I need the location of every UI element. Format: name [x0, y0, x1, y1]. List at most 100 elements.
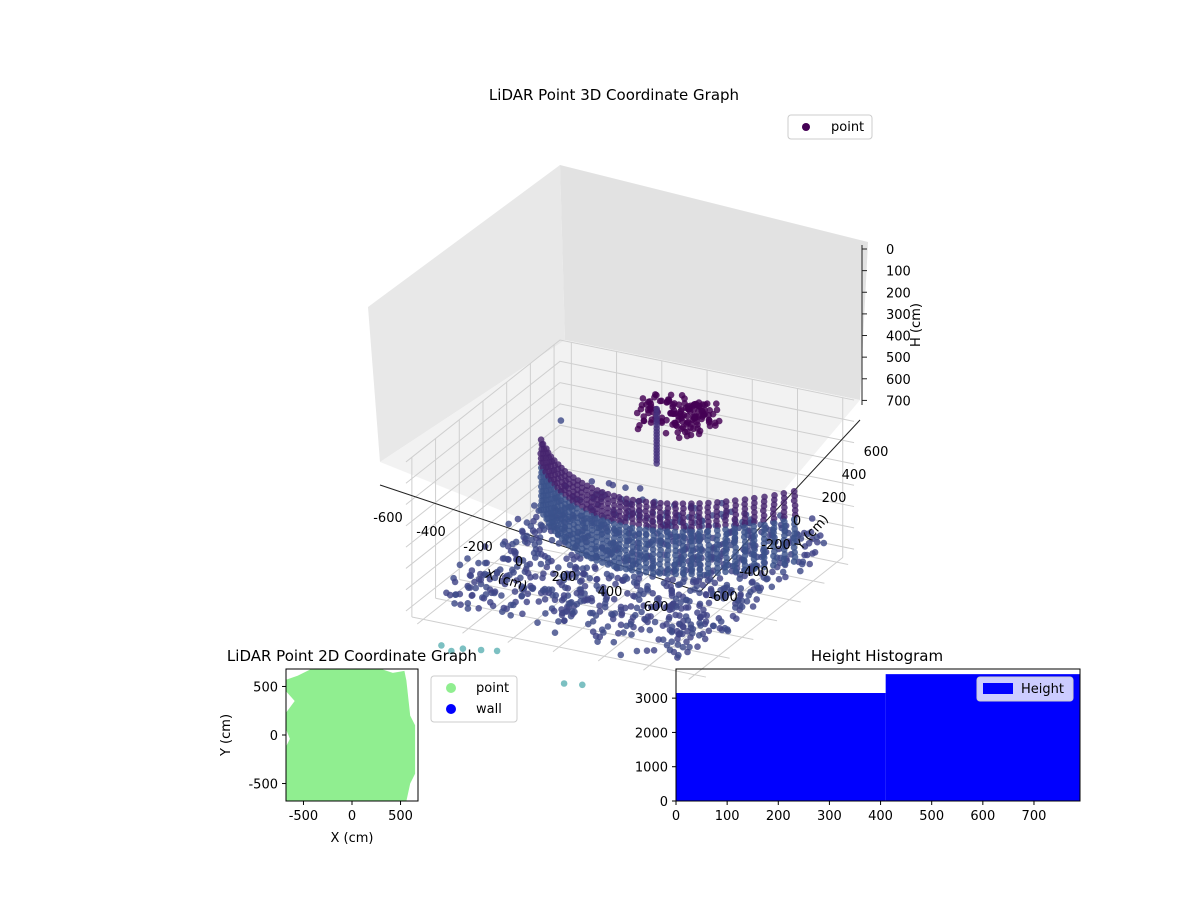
data-point-3d [705, 518, 712, 525]
data-point-3d [733, 615, 740, 622]
data-point-3d [481, 543, 489, 550]
data-point-3d [491, 588, 499, 595]
data-point-3d [573, 509, 581, 517]
data-point-3d [677, 599, 684, 606]
y-tick-label-3d: 200 [822, 491, 847, 506]
data-point-3d [578, 577, 585, 584]
data-point-3d [780, 490, 788, 497]
data-point-3d [541, 596, 549, 603]
y-tick-label-2d: 0 [270, 729, 278, 744]
data-point-3d [808, 515, 816, 522]
data-point-3d [709, 590, 717, 598]
data-point-3d [704, 504, 711, 511]
data-point-3d [559, 572, 567, 580]
data-point-3d [617, 651, 625, 659]
plot-frame-hist [675, 668, 1081, 802]
data-point-3d [642, 554, 649, 562]
z-tick-label-3d: 300 [886, 308, 911, 323]
data-point-3d [671, 519, 678, 526]
data-point-3d [531, 541, 539, 548]
data-point-3d [723, 554, 730, 562]
data-point-3d [573, 570, 581, 577]
ticks-3d: -600-400-2000200400600-600-400-200020040… [373, 243, 911, 615]
data-point-3d [713, 527, 721, 534]
grid-line [411, 616, 707, 678]
data-point-3d [588, 517, 596, 525]
data-point-3d [737, 591, 744, 598]
data-point-3d [524, 590, 532, 598]
data-point-3d [610, 516, 617, 523]
data-point-3d [622, 523, 630, 531]
data-point-3d [636, 540, 643, 547]
data-point-3d [563, 555, 570, 562]
data-point-3d [638, 608, 645, 616]
x-tick-label-hist: 500 [919, 809, 944, 824]
data-point-3d [687, 431, 695, 439]
data-point-3d [694, 425, 701, 432]
data-point-3d [800, 529, 808, 537]
data-point-3d [722, 502, 730, 510]
data-point-3d [640, 417, 648, 425]
data-point-3d [574, 524, 581, 531]
data-point-3d [518, 592, 526, 599]
data-point-3d [558, 596, 566, 604]
data-point-3d [664, 528, 671, 535]
data-point-3d [650, 647, 658, 654]
data-point-3d [610, 525, 618, 533]
data-point-3d [583, 505, 590, 513]
data-point-3d [705, 569, 712, 577]
data-point-3d [751, 494, 758, 502]
data-point-3d [635, 530, 643, 538]
data-point-3d [672, 538, 679, 545]
data-point-3d [713, 503, 720, 511]
data-point-3d [588, 531, 595, 539]
data-point-3d [741, 515, 749, 522]
data-point-3d [647, 405, 655, 413]
data-point-3d [676, 631, 683, 638]
data-point-3d [779, 568, 787, 576]
data-point-3d [523, 532, 531, 540]
data-point-3d [705, 627, 713, 635]
data-point-3d [780, 541, 788, 549]
data-point-3d [561, 617, 568, 624]
data-point-3d [656, 570, 664, 577]
data-point-3d [691, 586, 698, 593]
data-point-3d [717, 618, 725, 625]
data-point-3d [741, 510, 748, 517]
x-tick-label-2d: 500 [388, 809, 413, 824]
data-point-3d [770, 515, 778, 522]
data-point-3d [649, 541, 656, 548]
data-point-3d [612, 580, 619, 588]
data-point-3d [609, 548, 617, 556]
data-point-3d [622, 484, 629, 492]
data-point-3d [780, 508, 788, 516]
data-point-3d [790, 534, 798, 542]
data-point-3d [452, 591, 459, 598]
x-tick-label-hist: 400 [868, 809, 893, 824]
data-point-3d [634, 425, 642, 433]
data-point-3d [763, 575, 770, 583]
legend-2d-point-label: point [476, 681, 509, 696]
data-point-3d [604, 504, 611, 512]
data-point-3d [539, 440, 547, 448]
data-point-3d [604, 547, 611, 554]
grid-line [405, 360, 855, 484]
data-point-3d [665, 542, 672, 550]
histogram-title: Height Histogram [811, 647, 943, 665]
grid-line [405, 382, 855, 505]
data-point-3d [557, 417, 565, 424]
data-point-3d [668, 623, 676, 631]
data-point-3d [740, 533, 748, 541]
data-point-3d [731, 497, 739, 504]
data-point-3d [501, 555, 508, 562]
data-point-3d [687, 533, 695, 540]
data-point-3d [635, 497, 643, 505]
data-point-3d [550, 607, 558, 615]
data-point-3d [632, 611, 639, 619]
legend-3d-marker [802, 123, 810, 131]
data-point-3d [620, 629, 627, 636]
data-point-3d [579, 681, 586, 689]
data-point-3d [610, 506, 617, 514]
data-point-3d [604, 532, 611, 540]
data-point-3d [633, 647, 641, 655]
